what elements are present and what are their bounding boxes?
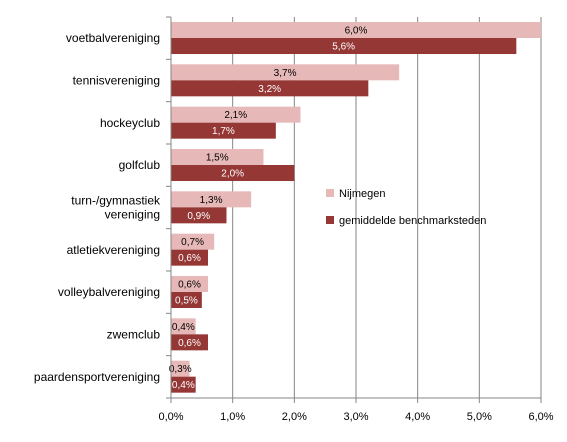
- data-label: 0,5%: [175, 296, 198, 307]
- category-label: voetbalvereniging: [66, 31, 160, 45]
- bar: [171, 165, 295, 181]
- data-label: 2,0%: [221, 169, 244, 180]
- category-label: golfclub: [119, 158, 161, 172]
- data-label: 0,9%: [187, 211, 210, 222]
- x-tick-label: 6,0%: [528, 411, 553, 423]
- data-label: 0,3%: [169, 364, 192, 375]
- data-label: 5,6%: [332, 42, 355, 53]
- data-label: 0,6%: [178, 253, 201, 264]
- category-label: tennisvereniging: [73, 74, 160, 88]
- data-label: 1,7%: [212, 126, 235, 137]
- bar: [171, 276, 208, 292]
- tick-labels: 0,0% 1,0% 2,0% 3,0% 4,0% 5,0% 6,0%: [158, 411, 553, 423]
- axes: [166, 16, 542, 403]
- data-label: 1,5%: [206, 153, 229, 164]
- data-label: 1,3%: [200, 195, 223, 206]
- bar: [171, 38, 517, 54]
- bars: 6,0% 3,7% 2,1% 1,5% 1,3% 0,7% 0,6% 0,4% 0,3% 5,6%…: [169, 22, 541, 393]
- x-tick-label: 5,0%: [467, 411, 492, 423]
- legend: Nijmegen gemiddelde benchmarksteden: [326, 188, 486, 227]
- bar: [171, 376, 196, 393]
- bar: [171, 64, 400, 81]
- x-tick-label: 3,0%: [343, 411, 368, 423]
- bar: [171, 122, 276, 139]
- category-label: paardensportvereniging: [34, 370, 160, 384]
- legend-swatch-benchmark: [326, 216, 334, 224]
- data-label: 0,6%: [178, 280, 201, 291]
- x-tick-label: 2,0%: [282, 411, 307, 423]
- data-label: 3,7%: [274, 68, 297, 79]
- legend-label-nijmegen: Nijmegen: [339, 188, 385, 200]
- bar: [171, 360, 190, 377]
- data-label: 0,6%: [178, 338, 201, 349]
- bar: [171, 334, 208, 351]
- bar: [171, 233, 215, 250]
- bar: [171, 318, 196, 335]
- category-label: volleybalvereniging: [58, 285, 160, 299]
- data-label: 0,4%: [172, 380, 195, 391]
- bar: [171, 106, 301, 123]
- legend-label-benchmark: gemiddelde benchmarksteden: [339, 215, 486, 227]
- legend-swatch-nijmegen: [326, 189, 334, 197]
- data-label: 3,2%: [258, 84, 281, 95]
- bar: [171, 149, 264, 165]
- bar: [171, 22, 541, 38]
- x-tick-label: 1,0%: [220, 411, 245, 423]
- category-label: hockeyclub: [100, 116, 160, 130]
- data-label: 0,7%: [181, 237, 204, 248]
- category-labels: voetbalvereniging tennisvereniging hockeyc…: [34, 31, 161, 384]
- category-label: zwemclub: [107, 328, 161, 342]
- data-label: 2,1%: [224, 110, 247, 121]
- bar: [171, 207, 227, 224]
- x-tick-label: 4,0%: [405, 411, 430, 423]
- bar: [171, 292, 202, 308]
- data-label: 6,0%: [345, 26, 368, 37]
- x-tick-label: 0,0%: [158, 411, 183, 423]
- bar: [171, 191, 252, 208]
- data-label: 0,4%: [172, 322, 195, 333]
- bar: [171, 249, 208, 266]
- category-label: atletiekvereniging: [67, 243, 160, 257]
- category-label: turn-/gymnastiek vereniging: [71, 194, 161, 222]
- bar: [171, 80, 369, 97]
